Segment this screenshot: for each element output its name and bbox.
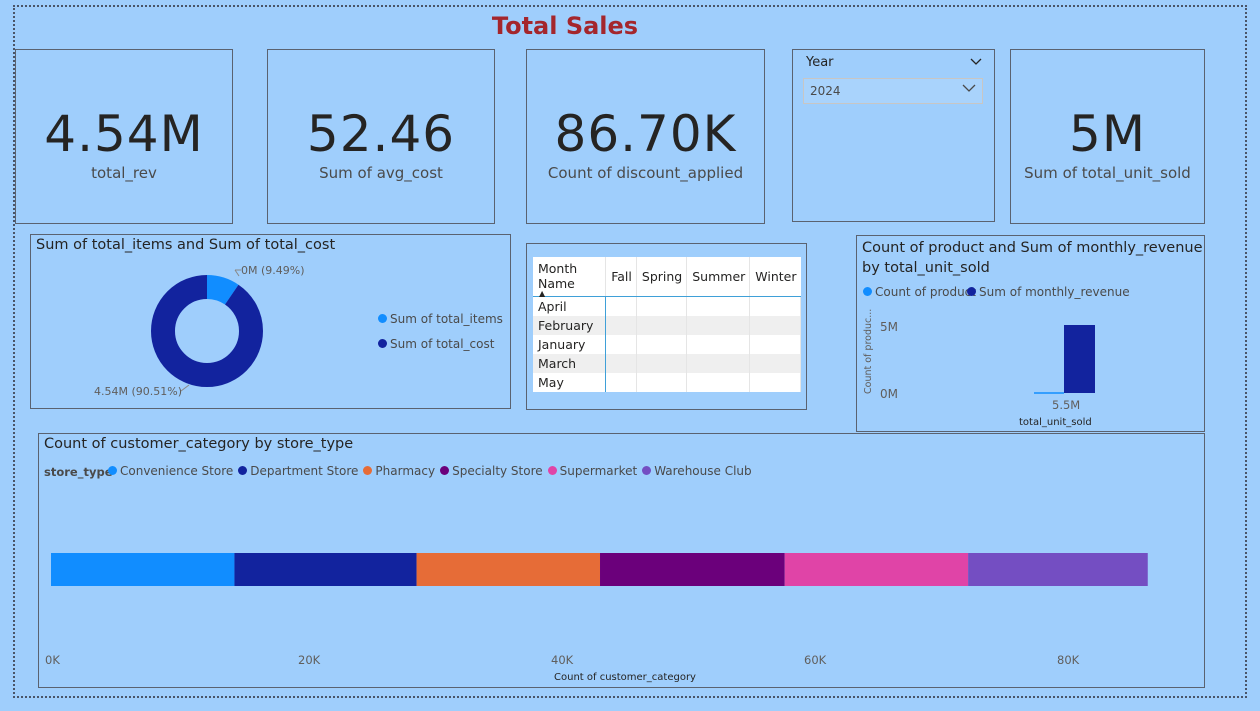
column-header-fall[interactable]: Fall (605, 257, 637, 297)
legend-item-supermarket[interactable]: Supermarket (547, 464, 637, 478)
chart-title: Count of product and Sum of monthly_reve… (862, 240, 1203, 276)
legend-item-pharmacy[interactable]: Pharmacy (363, 464, 435, 478)
legend-item-monthly-revenue[interactable]: Sum of monthly_revenue (967, 285, 1130, 299)
column-header-summer[interactable]: Summer (686, 257, 751, 297)
x-tick-label: 60K (804, 653, 827, 667)
slicer-dropdown[interactable]: 2024 (803, 78, 983, 104)
kpi-label: Count of discount_applied (547, 164, 744, 182)
table-row[interactable]: April (533, 296, 801, 316)
bar-segment-specialty-store[interactable] (600, 553, 785, 586)
year-slicer[interactable]: Year 2024 (792, 49, 995, 222)
page-title: Total Sales (491, 12, 639, 40)
legend-dot-icon (363, 466, 373, 475)
legend-item-warehouse-club[interactable]: Warehouse Club (642, 464, 752, 478)
kpi-card-units-sold[interactable]: 5M Sum of total_unit_sold (1010, 49, 1205, 224)
bar-segment-pharmacy[interactable] (416, 553, 601, 586)
legend-dot-icon (967, 287, 976, 296)
kpi-card-avg-cost[interactable]: 52.46 Sum of avg_cost (267, 49, 495, 224)
y-axis-label: Count of produc... (863, 309, 874, 394)
stacked-bar-visual[interactable]: Count of customer_category by store_type… (38, 433, 1205, 688)
legend-item-specialty-store[interactable]: Specialty Store (440, 464, 543, 478)
bar-segment-department-store[interactable] (234, 553, 417, 586)
kpi-value: 4.54M (44, 105, 204, 163)
y-tick-label: 5M (880, 320, 898, 334)
bar-segment-supermarket[interactable] (784, 553, 969, 586)
kpi-card-total-rev[interactable]: 4.54M total_rev (15, 49, 233, 224)
y-tick-label: 0M (880, 387, 898, 401)
x-axis-label: Count of customer_category (554, 672, 696, 683)
season-matrix-table: Month Name ▲ Fall Spring Summer Winter A… (533, 257, 801, 392)
legend-dot-icon (642, 466, 652, 475)
kpi-card-discount[interactable]: 86.70K Count of discount_applied (526, 49, 765, 224)
legend-dot-icon (238, 466, 248, 475)
x-axis-label: total_unit_sold (1019, 417, 1092, 428)
x-tick-label: 40K (551, 653, 574, 667)
table-row[interactable]: March (533, 354, 801, 373)
legend-dot-icon (440, 466, 450, 475)
kpi-value: 5M (1069, 105, 1146, 163)
x-tick-label: 0K (45, 653, 60, 667)
kpi-label: total_rev (91, 164, 157, 182)
legend-dot-icon (863, 287, 872, 296)
donut-chart-visual[interactable]: Sum of total_items and Sum of total_cost… (30, 234, 511, 409)
stacked-bar-chart: 0K 20K 40K 60K 80K Count of customer_categor… (45, 553, 1148, 683)
kpi-label: Sum of avg_cost (319, 164, 443, 182)
donut-large-label: 4.54M (90.51%) (94, 385, 182, 398)
sort-ascending-icon[interactable]: ▲ (539, 289, 546, 298)
legend-item-count-product[interactable]: Count of product (863, 285, 976, 299)
legend-item-convenience-store[interactable]: Convenience Store (108, 464, 233, 478)
column-header-month[interactable]: Month Name ▲ (533, 257, 607, 298)
table-row[interactable]: February (533, 316, 801, 335)
bar-segment-warehouse-club[interactable] (968, 553, 1148, 586)
donut-chart: 0M (9.49%) 4.54M (90.51%) (94, 264, 305, 398)
report-canvas-border (13, 5, 1247, 698)
column-chart: Count of produc... 5M 0M 5.5M total_unit… (863, 309, 1095, 428)
monthly-revenue-bar (1064, 325, 1095, 393)
kpi-label: Sum of total_unit_sold (1024, 164, 1191, 182)
x-tick-label: 20K (298, 653, 321, 667)
slicer-title: Year (806, 55, 834, 70)
legend-dot-icon (547, 466, 557, 475)
legend-item-total-items[interactable]: Sum of total_items (378, 312, 503, 326)
table-row[interactable]: May (533, 373, 801, 392)
stacked-legend: Convenience Store Department Store Pharmac… (108, 464, 757, 478)
kpi-value: 86.70K (554, 105, 737, 163)
donut-slice-sum-of-total_cost[interactable] (151, 275, 263, 387)
matrix-visual[interactable]: Month Name ▲ Fall Spring Summer Winter A… (526, 243, 807, 410)
legend-title: store_type (44, 465, 113, 479)
chevron-down-icon (962, 82, 976, 96)
chart-title: Sum of total_items and Sum of total_cost (36, 237, 336, 253)
x-tick-label: 80K (1057, 653, 1080, 667)
kpi-value: 52.46 (306, 105, 456, 163)
donut-small-label: 0M (9.49%) (241, 264, 305, 277)
legend-dot-icon (378, 314, 387, 323)
legend-item-total-cost[interactable]: Sum of total_cost (378, 337, 494, 351)
x-tick-label: 5.5M (1052, 398, 1080, 412)
column-header-spring[interactable]: Spring (636, 257, 688, 297)
legend-dot-icon (378, 339, 387, 348)
legend-item-department-store[interactable]: Department Store (238, 464, 358, 478)
column-chart-visual[interactable]: Count of product and Sum of monthly_reve… (856, 235, 1205, 432)
bar-segment-convenience-store[interactable] (51, 553, 235, 586)
chart-title: Count of customer_category by store_type (44, 436, 354, 452)
table-row[interactable]: January (533, 335, 801, 354)
legend-dot-icon (108, 466, 117, 475)
chevron-down-icon[interactable] (970, 55, 982, 69)
slicer-selected-value: 2024 (810, 84, 841, 98)
column-header-winter[interactable]: Winter (749, 257, 801, 297)
